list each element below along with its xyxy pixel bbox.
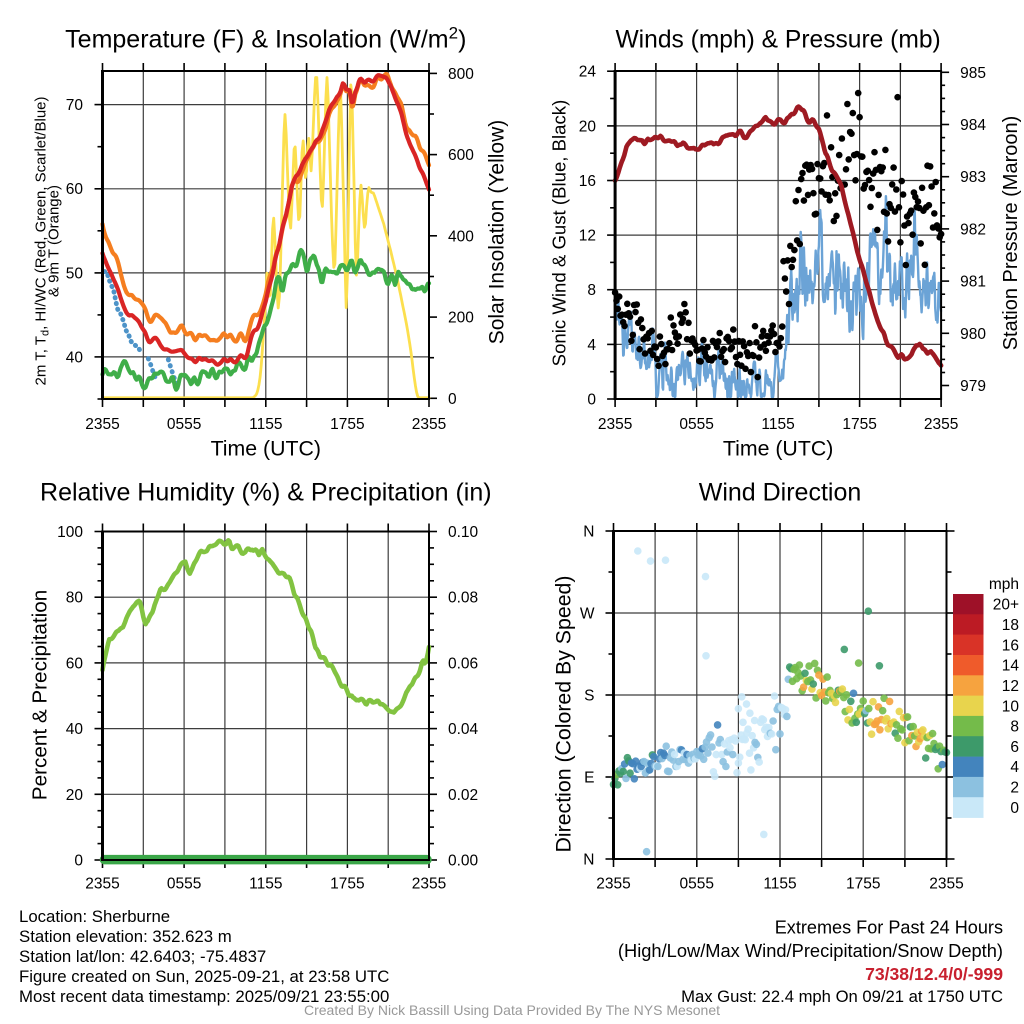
svg-text:1155: 1155 [761, 416, 794, 433]
svg-text:16: 16 [579, 173, 596, 190]
svg-text:Percent & Precipitation: Percent & Precipitation [29, 590, 52, 800]
svg-text:12: 12 [579, 228, 596, 245]
svg-text:1755: 1755 [842, 416, 876, 433]
svg-text:40: 40 [66, 349, 84, 366]
svg-text:mph: mph [989, 576, 1019, 593]
svg-text:984: 984 [960, 117, 986, 134]
svg-text:6: 6 [1010, 739, 1019, 756]
svg-text:0.02: 0.02 [448, 787, 478, 804]
svg-text:Relative Humidity (%) & Precip: Relative Humidity (%) & Precipitation (i… [40, 479, 492, 507]
svg-text:10: 10 [1002, 698, 1020, 715]
svg-text:Time (UTC): Time (UTC) [211, 437, 321, 461]
svg-text:0: 0 [448, 391, 457, 408]
svg-text:Winds (mph) & Pressure (mb): Winds (mph) & Pressure (mb) [615, 27, 940, 54]
svg-text:600: 600 [448, 147, 474, 164]
svg-text:Max Gust: 22.4 mph On 09/21 at: Max Gust: 22.4 mph On 09/21 at 1750 UTC [681, 987, 1003, 1006]
svg-text:1755: 1755 [330, 876, 364, 893]
svg-text:24: 24 [579, 64, 597, 81]
svg-text:0555: 0555 [167, 416, 201, 433]
svg-text:Extremes For Past 24 Hours: Extremes For Past 24 Hours [775, 918, 1003, 938]
svg-text:14: 14 [1002, 658, 1020, 675]
svg-text:Location: Sherburne: Location: Sherburne [19, 907, 170, 926]
svg-text:982: 982 [960, 221, 986, 238]
svg-text:80: 80 [66, 590, 84, 607]
svg-text:400: 400 [448, 228, 474, 245]
svg-text:0555: 0555 [679, 416, 713, 433]
svg-text:N: N [583, 524, 594, 541]
svg-text:0.08: 0.08 [448, 590, 478, 607]
svg-text:100: 100 [57, 524, 83, 541]
svg-text:Station Pressure (Maroon): Station Pressure (Maroon) [1000, 116, 1022, 351]
svg-text:4: 4 [1010, 759, 1019, 776]
svg-text:0.06: 0.06 [448, 655, 478, 672]
svg-text:8: 8 [1010, 719, 1019, 736]
svg-text:0.10: 0.10 [448, 524, 479, 541]
svg-text:0.04: 0.04 [448, 721, 479, 738]
svg-text:0: 0 [587, 392, 596, 409]
svg-text:4: 4 [587, 337, 596, 354]
svg-text:981: 981 [960, 274, 986, 291]
svg-text:60: 60 [66, 655, 84, 672]
svg-text:50: 50 [66, 265, 84, 282]
svg-text:40: 40 [66, 721, 84, 738]
svg-text:0: 0 [1010, 800, 1019, 817]
svg-text:70: 70 [66, 97, 84, 114]
svg-text:16: 16 [1002, 637, 1019, 654]
svg-text:0: 0 [74, 853, 83, 870]
svg-text:2355: 2355 [929, 876, 963, 893]
svg-text:Figure created on Sun, 2025-09: Figure created on Sun, 2025-09-21, at 23… [19, 967, 389, 986]
svg-text:0555: 0555 [680, 876, 714, 893]
svg-text:Direction (Colored By Speed): Direction (Colored By Speed) [552, 576, 576, 853]
svg-text:Created By Nick Bassill Using: Created By Nick Bassill Using Data Provi… [304, 1002, 720, 1018]
svg-text:979: 979 [960, 378, 986, 395]
svg-text:2355: 2355 [596, 876, 630, 893]
svg-text:0555: 0555 [167, 876, 201, 893]
svg-text:18: 18 [1002, 617, 1019, 634]
svg-text:983: 983 [960, 169, 986, 186]
svg-text:20+: 20+ [993, 597, 1019, 614]
svg-text:1155: 1155 [763, 876, 796, 893]
svg-text:S: S [584, 688, 594, 705]
svg-text:800: 800 [448, 66, 474, 83]
svg-text:Station elevation: 352.623 m: Station elevation: 352.623 m [19, 927, 232, 946]
svg-text:Most recent data timestamp: 20: Most recent data timestamp: 2025/09/21 2… [19, 987, 389, 1006]
svg-text:1155: 1155 [249, 876, 282, 893]
svg-text:980: 980 [960, 326, 986, 343]
svg-text:Sonic Wind & Gust (Blue, Black: Sonic Wind & Gust (Blue, Black) [549, 100, 570, 367]
svg-text:2355: 2355 [85, 876, 119, 893]
svg-text:1755: 1755 [846, 876, 880, 893]
svg-text:2355: 2355 [412, 876, 446, 893]
svg-text:Wind Direction: Wind Direction [699, 479, 862, 507]
svg-text:E: E [584, 770, 594, 787]
svg-text:Solar Insolation (Yellow): Solar Insolation (Yellow) [486, 120, 509, 345]
svg-text:2355: 2355 [85, 416, 119, 433]
svg-text:20: 20 [66, 787, 84, 804]
svg-text:Temperature (F) & Insolation (: Temperature (F) & Insolation (W/m2) [65, 24, 466, 54]
svg-text:Time (UTC): Time (UTC) [723, 437, 833, 461]
svg-text:12: 12 [1002, 678, 1019, 695]
svg-text:2: 2 [1010, 780, 1019, 797]
svg-text:73/38/12.4/0/-999: 73/38/12.4/0/-999 [865, 964, 1003, 984]
svg-text:8: 8 [587, 282, 596, 299]
svg-text:W: W [580, 606, 595, 623]
svg-text:1155: 1155 [249, 416, 282, 433]
svg-text:(High/Low/Max Wind/Precipitati: (High/Low/Max Wind/Precipitation/Snow De… [618, 940, 1003, 961]
svg-text:N: N [583, 852, 594, 869]
svg-text:2m T, Td, HI/WC (Red, Green, S: 2m T, Td, HI/WC (Red, Green, Scarlet/Blu… [33, 97, 52, 386]
svg-text:Station lat/lon: 42.6403; -75.: Station lat/lon: 42.6403; -75.4837 [19, 947, 266, 966]
svg-text:2355: 2355 [598, 416, 632, 433]
svg-text:1755: 1755 [330, 416, 364, 433]
svg-text:20: 20 [579, 118, 597, 135]
svg-text:60: 60 [66, 181, 84, 198]
svg-text:0.00: 0.00 [448, 853, 479, 870]
svg-text:& 9m T (Orange): & 9m T (Orange) [46, 185, 63, 297]
svg-text:985: 985 [960, 65, 986, 82]
svg-text:2355: 2355 [412, 416, 446, 433]
svg-text:200: 200 [448, 310, 474, 327]
svg-text:2355: 2355 [924, 416, 958, 433]
